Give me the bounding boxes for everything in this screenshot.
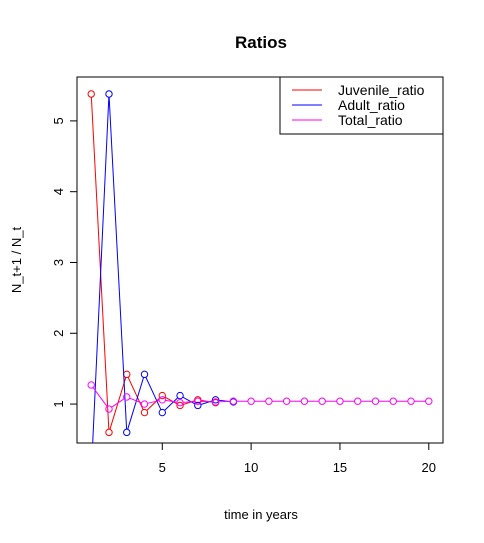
total-ratio-segment [183,400,195,403]
adult-ratio-point [140,370,149,379]
adult-ratio-point [123,428,131,437]
total-ratio-point [318,397,326,405]
juvenile-ratio-point [176,401,184,410]
total-ratio-point [211,398,220,406]
total-ratio-point [371,397,380,405]
total-ratio-point [407,397,415,405]
adult-ratio-segment [127,377,145,430]
juvenile-ratio-segment [90,97,110,430]
y-tick-label: 1 [51,400,66,407]
total-ratio-point [300,397,309,405]
total-ratio-point [229,397,238,405]
y-tick-label: 2 [51,330,66,337]
total-ratio-point [176,398,184,407]
total-ratio-point [194,397,202,405]
legend-label-juvenile-ratio: Juvenile_ratio [338,82,425,98]
chart-title: Ratios [235,33,287,52]
total-ratio-point [265,397,273,405]
total-ratio-segment [147,400,160,404]
juvenile-ratio-segment [146,397,161,411]
total-ratio-point [336,397,344,405]
total-ratio-segment [111,398,125,408]
adult-ratio-point [194,401,202,410]
adult-ratio-segment [92,97,110,443]
y-tick-label: 3 [51,259,66,266]
y-axis-label: N_t+1 / N_t [9,227,24,294]
adult-ratio-segment [182,396,196,405]
total-ratio-point [123,393,131,401]
juvenile-ratio-segment [164,396,178,405]
total-ratio-point [354,397,362,405]
juvenile-ratio-point [140,408,149,417]
x-tick-label: 20 [422,460,436,475]
y-tick-label: 4 [51,188,66,195]
adult-ratio-point [158,408,166,417]
y-tick-label: 5 [51,117,66,124]
total-ratio-point [158,396,166,404]
x-axis: 5 10 15 20 [159,442,436,475]
x-axis-label: time in years [224,507,298,522]
total-ratio-point [140,400,149,408]
juvenile-ratio-segment [127,377,144,410]
legend-label-total-ratio: Total_ratio [338,112,403,128]
juvenile-ratio-point [105,428,113,437]
total-ratio-point [87,381,95,389]
adult-ratio-point [211,396,220,404]
total-ratio-segment [129,397,142,404]
adult-ratio-point [105,90,113,98]
total-ratio-point [425,397,433,405]
juvenile-ratio-point [87,90,95,98]
total-ratio-point [105,405,113,413]
adult-ratio-segment [145,377,162,410]
x-tick-label: 15 [333,460,347,475]
legend-label-adult-ratio: Adult_ratio [338,97,405,113]
total-ratio-point [282,397,291,405]
total-ratio-point [247,397,255,405]
series-layer [87,90,433,443]
adult-ratio-point [176,391,184,400]
total-ratio-point [389,397,397,405]
total-ratio-segment [92,387,108,407]
series-total-ratio [87,381,433,413]
x-tick-label: 5 [159,460,166,475]
adult-ratio-segment [164,397,179,411]
adult-ratio-segment [108,97,128,430]
x-tick-label: 10 [244,460,258,475]
total-ratio-segment [165,399,177,403]
y-axis: 1 2 3 4 5 [51,117,78,408]
juvenile-ratio-point [158,391,166,400]
